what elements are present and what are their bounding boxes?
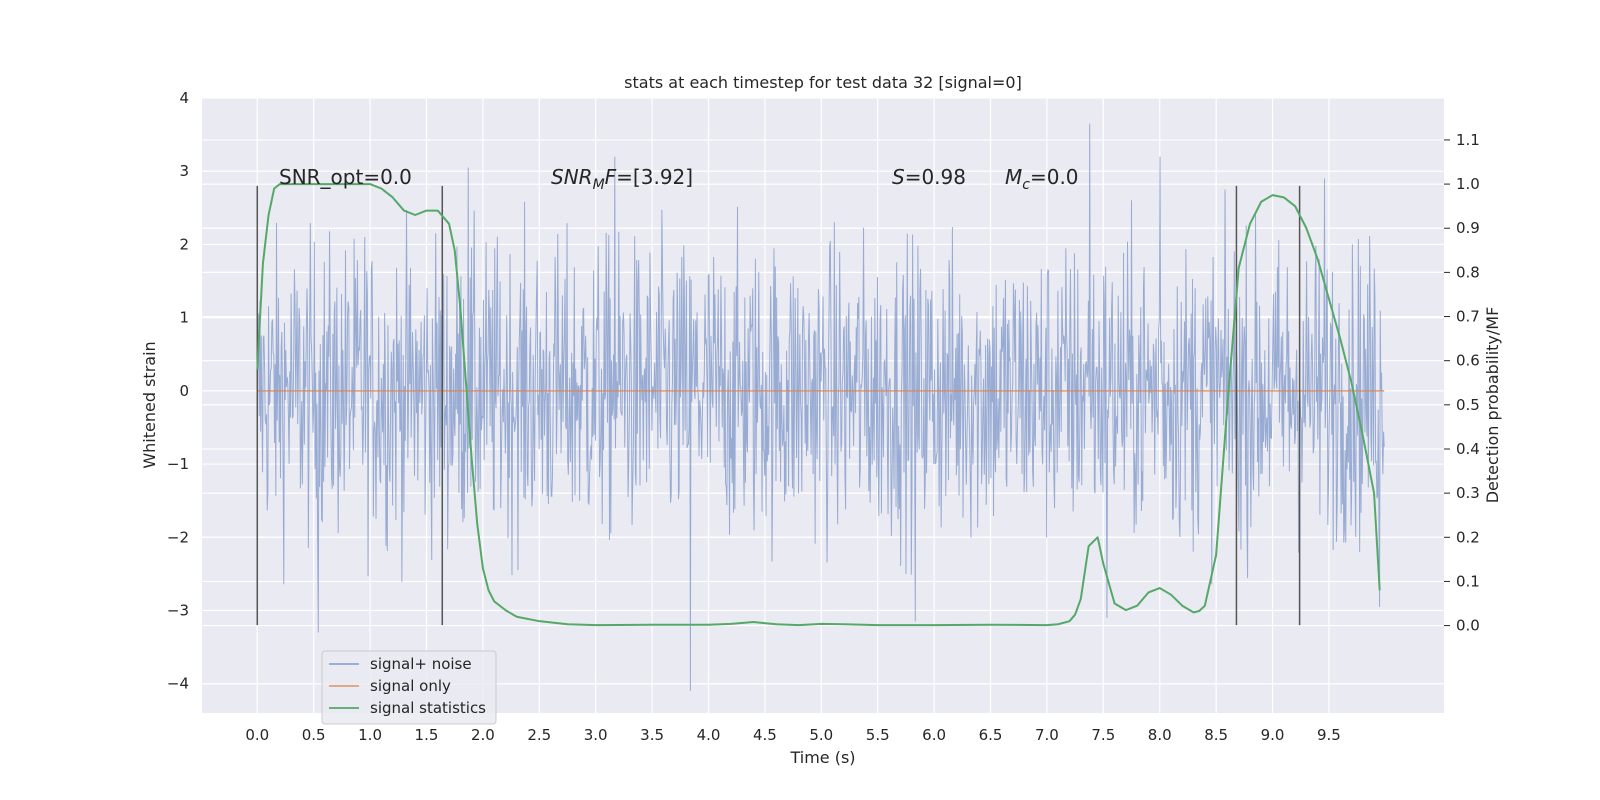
- x-tick-label: 4.5: [753, 726, 777, 744]
- y2-tick-label: 1.0: [1456, 175, 1480, 193]
- series-signal-noise: [256, 123, 1385, 692]
- y-tick-label: 1: [179, 309, 189, 327]
- y2-tick-label: 0.7: [1456, 308, 1480, 326]
- x-tick-label: 9.5: [1317, 726, 1341, 744]
- x-tick-label: 1.5: [415, 726, 439, 744]
- y2-tick-label: 0.0: [1456, 617, 1480, 635]
- y2-axis-label: Detection probability/MF: [1483, 307, 1502, 504]
- noise-series: [256, 123, 1385, 692]
- y2-tick-label: 0.8: [1456, 263, 1480, 281]
- x-tick-label: 3.5: [640, 726, 664, 744]
- chart-title: stats at each timestep for test data 32 …: [624, 73, 1022, 92]
- statistics-series: [256, 183, 1381, 627]
- annotation-s-value: =0.98: [905, 165, 966, 189]
- y-tick-label: 3: [179, 162, 189, 180]
- x-tick-label: 4.0: [697, 726, 721, 744]
- y-tick-label: 2: [179, 235, 189, 253]
- annotation-snr-mf-f: F: [605, 165, 617, 189]
- annotation-snr-mf-symbol: SNR: [551, 165, 593, 189]
- x-tick-label: 7.5: [1091, 726, 1115, 744]
- annotation-snr-mf: SNRMF=[3.92]: [551, 165, 693, 193]
- y2-tick-label: 0.5: [1456, 396, 1480, 414]
- annotation-mc: Mc=0.0: [1005, 165, 1079, 193]
- annotation-mc-value: =0.0: [1030, 165, 1079, 189]
- legend-label-noise: signal+ noise: [370, 655, 472, 673]
- x-tick-label: 6.0: [922, 726, 946, 744]
- x-tick-label: 0.5: [302, 726, 326, 744]
- legend-label-stats: signal statistics: [370, 699, 486, 717]
- y-axis-label: Whitened strain: [140, 341, 159, 468]
- y2-tick-label: 0.3: [1456, 484, 1480, 502]
- y-axis-ticks: −4 −3 −2 −1 0 1 2 3 4: [167, 89, 189, 693]
- vertical-markers: [256, 185, 1301, 626]
- annotation-snr-mf-value: =[3.92]: [616, 165, 693, 189]
- y-tick-label: −2: [167, 528, 189, 546]
- y-tick-label: −3: [167, 602, 189, 620]
- y-tick-label: 4: [179, 89, 189, 107]
- legend-label-signal: signal only: [370, 677, 451, 695]
- annotation-snr-opt: SNR_opt=0.0: [279, 165, 412, 189]
- annotation-mc-subscript: c: [1022, 177, 1030, 193]
- y2-tick-label: 0.9: [1456, 219, 1480, 237]
- x-tick-label: 3.0: [584, 726, 608, 744]
- x-tick-label: 9.0: [1261, 726, 1285, 744]
- y2-axis-ticks: 0.0 0.1 0.2 0.3 0.4 0.5 0.6 0.7 0.8 0.9 1.0 1.1: [1444, 131, 1480, 635]
- y-tick-label: 0: [179, 382, 189, 400]
- y2-tick-label: 1.1: [1456, 131, 1480, 149]
- y2-tick-label: 0.2: [1456, 528, 1480, 546]
- x-tick-label: 1.0: [358, 726, 382, 744]
- annotation-mc-symbol: M: [1005, 165, 1022, 189]
- y2-tick-label: 0.6: [1456, 352, 1480, 370]
- y2-tick-label: 0.4: [1456, 440, 1480, 458]
- x-tick-label: 6.5: [979, 726, 1003, 744]
- y2-tick-label: 0.1: [1456, 572, 1480, 590]
- x-axis-ticks: 0.0 0.5 1.0 1.5 2.0 2.5 3.0 3.5 4.0 4.5 5.0 5.5 6.0 6…: [245, 726, 1341, 744]
- x-tick-label: 5.5: [866, 726, 890, 744]
- x-tick-label: 8.5: [1204, 726, 1228, 744]
- x-tick-label: 5.0: [809, 726, 833, 744]
- legend-box: [321, 650, 497, 725]
- legend: signal+ noise signal only signal statist…: [321, 650, 497, 725]
- x-tick-label: 2.5: [527, 726, 551, 744]
- series-signal-statistics: [256, 183, 1381, 627]
- y-tick-label: −4: [167, 675, 189, 693]
- x-tick-label: 7.0: [1035, 726, 1059, 744]
- x-tick-label: 8.0: [1148, 726, 1172, 744]
- x-tick-label: 2.0: [471, 726, 495, 744]
- x-tick-label: 0.0: [245, 726, 269, 744]
- y-tick-label: −1: [167, 455, 189, 473]
- annotation-s-symbol: S: [892, 165, 905, 189]
- x-axis-label: Time (s): [789, 748, 855, 767]
- annotation-snr-mf-subscript: M: [593, 177, 605, 193]
- annotation-s: S=0.98: [892, 165, 966, 189]
